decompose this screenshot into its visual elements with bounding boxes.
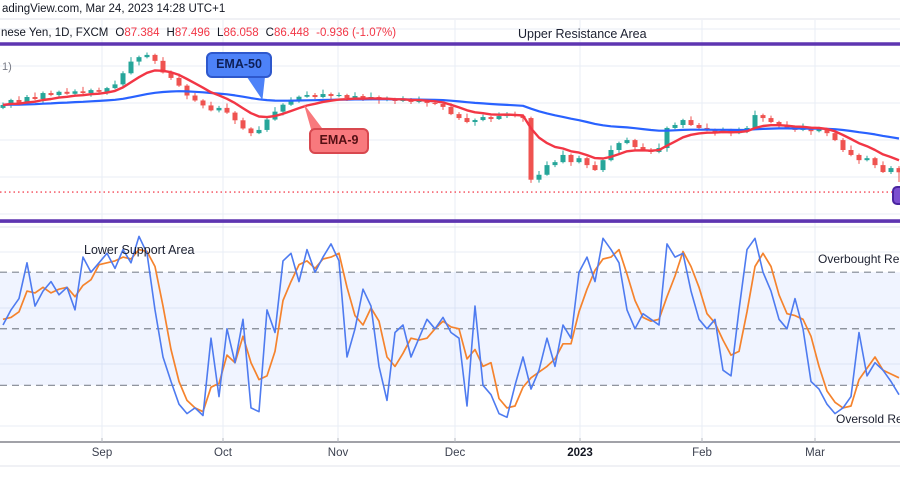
x-axis-label-sep: Sep: [91, 447, 113, 459]
ema9-callout[interactable]: EMA-9: [309, 128, 369, 154]
grid: [0, 18, 900, 467]
x-axis-label-feb: Feb: [692, 447, 712, 459]
symbol-name: nese Yen, 1D, FXCM: [1, 27, 109, 39]
indicator-legend-fragment: 1): [2, 61, 12, 73]
ema9-callout-label: EMA-9: [319, 133, 359, 147]
close-value: 86.448: [273, 27, 310, 39]
overbought-label[interactable]: Overbought Re: [818, 252, 900, 266]
open-label: O: [115, 27, 125, 39]
oversold-label[interactable]: Oversold Re: [836, 412, 900, 426]
ema50-callout[interactable]: EMA-50: [206, 52, 272, 78]
x-axis-label-oct: Oct: [214, 447, 232, 459]
x-axis-label-mar: Mar: [805, 447, 825, 459]
upper-resistance-label[interactable]: Upper Resistance Area: [518, 27, 647, 41]
low-label: L: [217, 27, 224, 39]
drawing-levels[interactable]: [0, 42, 900, 223]
high-value: 87.496: [174, 27, 211, 39]
high-label: H: [166, 27, 175, 39]
x-axis-line: [0, 438, 900, 443]
open-value: 87.384: [124, 27, 160, 39]
symbol-legend[interactable]: nese Yen, 1D, FXCM O87.384 H87.496 L86.058 C…: [1, 27, 396, 39]
change-value: -0.936 (-1.07%): [316, 27, 397, 39]
close-label: C: [265, 27, 274, 39]
stoch-pane: [0, 271, 900, 386]
stoch-k-line[interactable]: [2, 235, 900, 419]
lower-support-label[interactable]: Lower Support Area: [84, 243, 195, 257]
x-axis-label-2023: 2023: [567, 447, 593, 459]
x-axis-label-dec: Dec: [444, 447, 466, 459]
clipped-price-label: [892, 186, 900, 205]
watermark-text: adingView.com, Mar 24, 2023 14:28 UTC+1: [2, 3, 226, 15]
x-axis-label-nov: Nov: [327, 447, 349, 459]
stoch-d-line[interactable]: [2, 248, 900, 413]
low-value: 86.058: [223, 27, 259, 39]
ema9-line[interactable]: [2, 69, 900, 162]
ema50-callout-label: EMA-50: [216, 57, 262, 71]
candlestick-series: [0, 52, 900, 183]
